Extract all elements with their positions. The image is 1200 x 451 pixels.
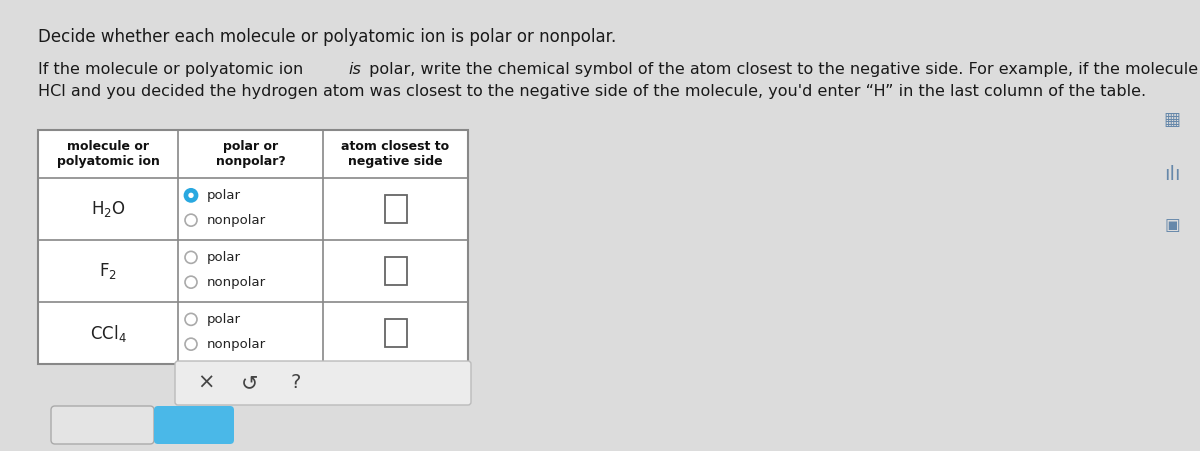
- Ellipse shape: [185, 189, 197, 201]
- Text: ▣: ▣: [1164, 216, 1180, 234]
- Text: ?: ?: [290, 373, 301, 392]
- Ellipse shape: [185, 214, 197, 226]
- Text: nonpolar: nonpolar: [208, 276, 266, 289]
- Bar: [384, 257, 407, 285]
- Text: CCl$_4$: CCl$_4$: [90, 322, 126, 344]
- Text: nonpolar: nonpolar: [208, 214, 266, 227]
- Bar: [384, 195, 407, 223]
- Text: polar, write the chemical symbol of the atom closest to the negative side. For e: polar, write the chemical symbol of the …: [364, 62, 1200, 77]
- Ellipse shape: [185, 313, 197, 325]
- Text: Explanation: Explanation: [64, 419, 142, 432]
- Ellipse shape: [185, 251, 197, 263]
- Ellipse shape: [185, 276, 197, 288]
- Text: H$_2$O: H$_2$O: [91, 199, 125, 219]
- Bar: [38, 130, 468, 364]
- FancyBboxPatch shape: [50, 406, 154, 444]
- Text: HCl and you decided the hydrogen atom was closest to the negative side of the mo: HCl and you decided the hydrogen atom wa…: [38, 84, 1146, 99]
- Text: nonpolar: nonpolar: [208, 338, 266, 351]
- Text: Decide whether each molecule or polyatomic ion is polar or nonpolar.: Decide whether each molecule or polyatom…: [38, 28, 617, 46]
- FancyBboxPatch shape: [154, 406, 234, 444]
- Text: ılı: ılı: [1164, 166, 1181, 184]
- Text: polar or
nonpolar?: polar or nonpolar?: [216, 140, 286, 168]
- Text: If the molecule or polyatomic ion: If the molecule or polyatomic ion: [38, 62, 308, 77]
- Ellipse shape: [188, 193, 193, 198]
- FancyBboxPatch shape: [175, 361, 470, 405]
- Text: Check: Check: [172, 419, 216, 432]
- Text: polar: polar: [208, 313, 241, 326]
- Text: molecule or
polyatomic ion: molecule or polyatomic ion: [56, 140, 160, 168]
- Text: F$_2$: F$_2$: [100, 261, 116, 281]
- Text: ↺: ↺: [241, 373, 259, 393]
- Text: ▦: ▦: [1164, 111, 1181, 129]
- Text: polar: polar: [208, 189, 241, 202]
- Text: is: is: [348, 62, 361, 77]
- Text: atom closest to
negative side: atom closest to negative side: [342, 140, 450, 168]
- Text: polar: polar: [208, 251, 241, 264]
- Ellipse shape: [185, 338, 197, 350]
- Bar: [384, 319, 407, 347]
- Text: ×: ×: [197, 373, 215, 393]
